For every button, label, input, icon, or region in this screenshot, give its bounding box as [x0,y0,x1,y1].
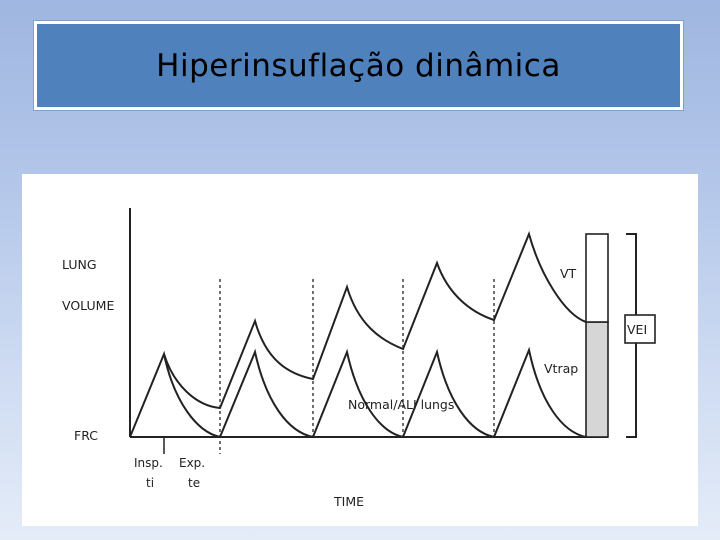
y-label-line2: VOLUME [62,298,114,313]
vtrap-label: Vtrap [544,361,578,376]
slide-title: Hiperinsuflação dinâmica [156,47,561,84]
hyperinflation-curve [163,230,608,410]
diagram-panel: LUNG VOLUME FRC VT Vtrap Normal/ALI lung… [22,174,698,526]
vei-label: VEI [627,322,647,337]
vei-box [624,314,656,344]
exp-sub-label: te [188,476,200,490]
insp-label: Insp. [134,456,163,470]
frc-label: FRC [74,428,98,443]
normal-lung-curve [129,346,608,439]
y-label-line1: LUNG [62,257,97,272]
title-box: Hiperinsuflação dinâmica [34,21,683,110]
hyperinflation-diagram: LUNG VOLUME FRC VT Vtrap Normal/ALI lung… [62,208,656,509]
x-axis-label: TIME [333,494,364,509]
vtrap-bar [585,321,609,438]
insp-sub-label: ti [146,476,154,490]
vt-label: VT [560,266,577,281]
exp-label: Exp. [179,456,205,470]
vt-bar [585,233,609,323]
normal-lung-label: Normal/ALI lungs [348,397,454,412]
